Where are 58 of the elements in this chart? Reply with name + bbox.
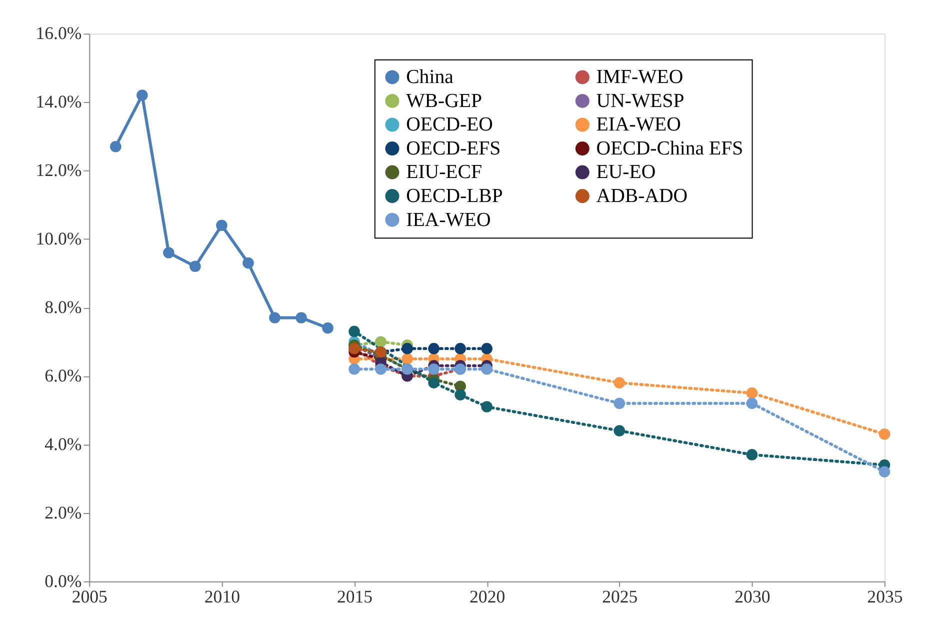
point [481,342,492,354]
point [746,449,758,460]
y-tick-label: 16.0% [36,23,82,44]
y-tick-label: 14.0% [36,92,82,112]
legend-label: IEA-WEO [406,208,491,231]
y-tick-label: 2.0% [44,502,82,522]
legend-label: UN-WESP [596,90,684,112]
point [296,312,307,324]
legend-label: China [406,66,454,88]
y-tick-label: 10.0% [36,228,82,248]
point [269,312,280,324]
point [878,466,890,478]
point [190,260,201,272]
x-tick-label: 2015 [336,586,373,607]
point [110,140,122,152]
legend-label: EIA-WEO [596,114,681,136]
point [428,377,440,388]
point [242,257,254,269]
y-tick-label: 4.0% [44,434,82,454]
point [614,398,626,409]
point [402,342,413,354]
point [428,342,440,354]
legend-label: ADB-ADO [596,185,688,208]
x-tick-label: 2025 [602,586,638,607]
point [481,401,492,412]
point [481,363,492,375]
legend-label: OECD-EO [406,114,493,136]
point [402,353,413,364]
point [136,90,148,101]
point [322,322,334,334]
point [163,247,174,258]
point [375,363,386,375]
x-tick-label: 2030 [734,586,770,607]
legend-label: IMF-WEO [596,66,684,88]
legend-label: OECD-EFS [406,137,501,160]
legend-label: EIU-ECF [406,161,482,184]
y-tick-label: 8.0% [44,296,82,317]
point [614,377,626,388]
point [614,425,626,436]
point [375,336,386,348]
point [454,342,466,354]
point [746,398,758,409]
point [878,428,890,440]
x-tick-label: 2035 [867,586,903,607]
y-tick-label: 6.0% [44,365,82,386]
point [348,326,360,338]
point [216,220,228,231]
point [348,363,360,375]
point [746,387,758,399]
legend-label: WB-GEP [406,90,482,112]
y-tick-label: 12.0% [36,160,82,180]
point [454,389,466,400]
legend-label: EU-EO [596,161,656,184]
x-tick-label: 2010 [204,586,240,607]
legend-label: OECD-LBP [406,185,503,208]
x-tick-label: 2020 [470,586,506,607]
point [428,363,440,375]
legend-label: OECD-China EFS [596,137,744,160]
